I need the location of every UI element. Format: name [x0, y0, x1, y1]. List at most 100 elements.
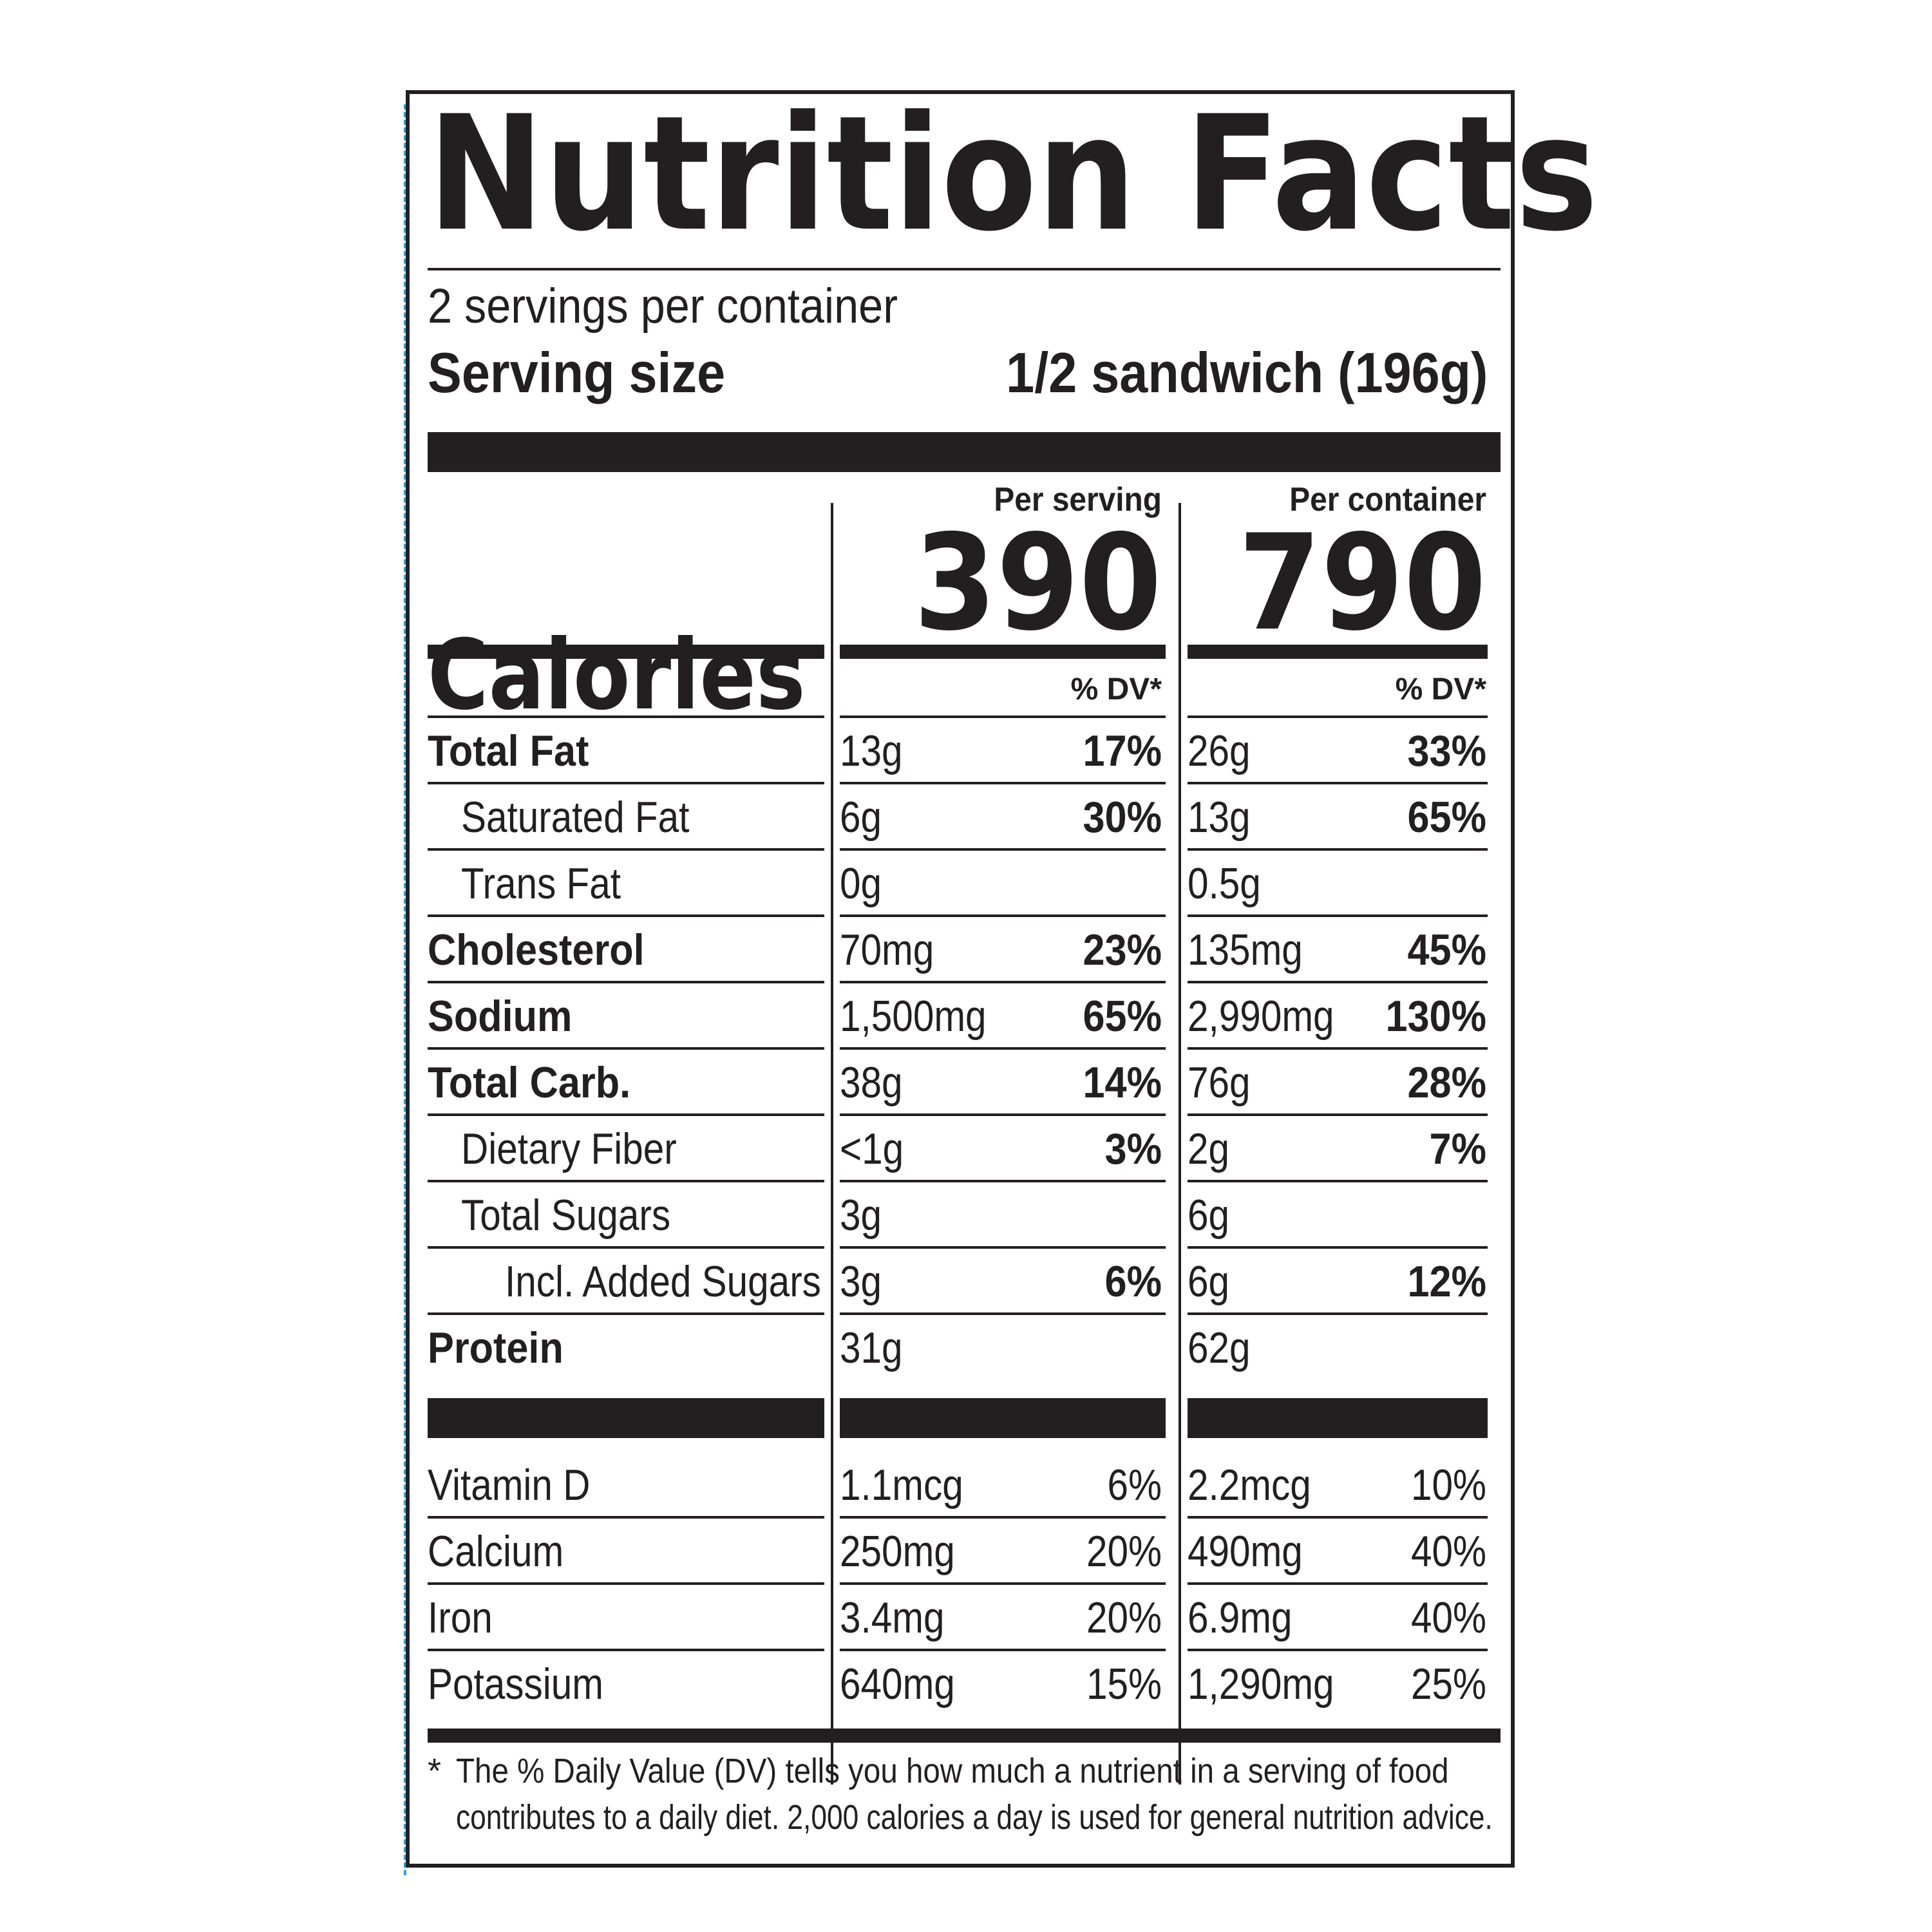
- row-rule: [1188, 981, 1488, 983]
- per-serving-amount: 0g: [840, 859, 882, 908]
- nutrient-name: Trans Fat: [461, 859, 621, 908]
- nutrient-name: Cholesterol: [428, 925, 645, 974]
- per-serving-dv: [872, 851, 1162, 917]
- label-title: Nutrition Facts: [428, 82, 1598, 267]
- row-rule: [428, 848, 824, 851]
- nutrient-name: Calcium: [428, 1527, 564, 1576]
- nutrient-name: Total Fat: [428, 726, 589, 775]
- per-container-dv: 65%: [1407, 793, 1486, 842]
- thick-divider-mid-container: [1188, 1398, 1488, 1438]
- per-container-amount: 2g: [1188, 1124, 1230, 1173]
- per-serving-amount: 3.4mg: [840, 1593, 945, 1642]
- per-container-amount: 2,990mg: [1188, 992, 1334, 1041]
- calories-underline-container: [1188, 645, 1488, 659]
- per-container-dv: 40%: [1410, 1527, 1486, 1576]
- per-serving-amount: 6g: [840, 793, 882, 842]
- thick-divider-bottom: [428, 1728, 1501, 1743]
- per-container-dv: 7%: [1429, 1124, 1486, 1173]
- per-serving-amount: 31g: [840, 1323, 903, 1372]
- calories-label: Calories: [428, 620, 806, 732]
- per-serving-amount: 250mg: [840, 1527, 955, 1576]
- row-rule: [840, 1516, 1166, 1519]
- per-container-dv: [1217, 1315, 1486, 1381]
- per-container-amount: 6.9mg: [1188, 1593, 1293, 1642]
- row-rule: [840, 1649, 1166, 1651]
- nutrient-name: Incl. Added Sugars: [505, 1257, 821, 1306]
- row-rule: [840, 1582, 1166, 1585]
- per-serving-amount: 1.1mcg: [840, 1461, 963, 1510]
- row-rule: [840, 1113, 1166, 1116]
- per-container-amount: 62g: [1188, 1323, 1251, 1372]
- row-rule: [428, 1113, 824, 1116]
- per-container-amount: 135mg: [1188, 925, 1303, 974]
- row-rule: [840, 981, 1166, 983]
- row-rule: [428, 1312, 824, 1315]
- nutrition-facts-label: Nutrition Facts 2 servings per container…: [406, 82, 1598, 1868]
- per-serving-amount: 1,500mg: [840, 992, 987, 1041]
- per-container-amount: 13g: [1188, 793, 1251, 842]
- row-rule: [840, 1246, 1166, 1249]
- per-container-amount: 0.5g: [1188, 859, 1261, 908]
- row-rule: [428, 1047, 824, 1050]
- per-serving-dv: [872, 1315, 1162, 1381]
- per-serving-dv: 20%: [1086, 1527, 1162, 1576]
- per-serving-dv: 6%: [1104, 1257, 1162, 1306]
- per-container-dv: 25%: [1410, 1660, 1486, 1709]
- row-rule: [428, 715, 824, 718]
- row-rule: [1188, 1516, 1488, 1519]
- footnote-line-1: The % Daily Value (DV) tells you how muc…: [456, 1752, 1449, 1790]
- per-serving-amount: 640mg: [840, 1660, 955, 1709]
- row-rule: [840, 715, 1166, 718]
- calories-per-container: 790: [1238, 507, 1486, 660]
- per-serving-dv: 15%: [1086, 1660, 1162, 1709]
- per-container-dv: 12%: [1407, 1257, 1486, 1306]
- thick-divider-mid-name: [428, 1398, 824, 1438]
- per-container-dv: [1217, 851, 1486, 917]
- per-serving-amount: 70mg: [840, 925, 934, 974]
- nutrient-name: Total Sugars: [461, 1191, 671, 1240]
- per-serving-amount: 38g: [840, 1058, 903, 1107]
- per-container-amount: 6g: [1188, 1191, 1230, 1240]
- footnote-asterisk: *: [428, 1752, 442, 1790]
- dv-header-container: % DV*: [1395, 672, 1486, 706]
- per-container-amount: 76g: [1188, 1058, 1251, 1107]
- row-rule: [428, 1246, 824, 1249]
- per-serving-dv: 30%: [1083, 793, 1162, 842]
- row-rule: [428, 914, 824, 917]
- calories-per-serving: 390: [913, 507, 1162, 660]
- column-divider-serving: [831, 503, 833, 1785]
- per-container-amount: 2.2mcg: [1188, 1461, 1311, 1510]
- per-serving-dv: 20%: [1086, 1593, 1162, 1642]
- row-rule: [840, 1180, 1166, 1182]
- per-serving-dv: 17%: [1083, 726, 1162, 775]
- nutrient-name: Vitamin D: [428, 1461, 591, 1510]
- serving-size-label: Serving size: [428, 341, 726, 404]
- dv-header-serving: % DV*: [1070, 672, 1162, 706]
- per-serving-dv: 65%: [1083, 992, 1162, 1041]
- row-rule: [1188, 1582, 1488, 1585]
- per-serving-dv: 23%: [1083, 925, 1162, 974]
- row-rule: [1188, 1649, 1488, 1651]
- row-rule: [1188, 782, 1488, 784]
- cut-guide-line: [404, 104, 406, 1875]
- row-rule: [1188, 1113, 1488, 1116]
- per-container-dv: 28%: [1407, 1058, 1486, 1107]
- row-rule: [428, 981, 824, 983]
- column-divider-container: [1179, 503, 1181, 1785]
- per-container-header: Per container: [1289, 481, 1486, 518]
- nutrient-name: Total Carb.: [428, 1058, 631, 1107]
- nutrient-name: Protein: [428, 1323, 564, 1372]
- row-rule: [840, 1312, 1166, 1315]
- per-container-amount: 1,290mg: [1188, 1660, 1334, 1709]
- row-rule: [840, 1047, 1166, 1050]
- row-rule: [428, 1180, 824, 1182]
- nutrient-name: Dietary Fiber: [461, 1124, 677, 1173]
- title-divider: [428, 268, 1501, 270]
- per-serving-amount: 3g: [840, 1257, 882, 1306]
- per-serving-dv: 3%: [1104, 1124, 1162, 1173]
- row-rule: [428, 782, 824, 784]
- row-rule: [428, 1582, 824, 1585]
- row-rule: [1188, 914, 1488, 917]
- per-serving-amount: 3g: [840, 1191, 882, 1240]
- per-serving-dv: 14%: [1083, 1058, 1162, 1107]
